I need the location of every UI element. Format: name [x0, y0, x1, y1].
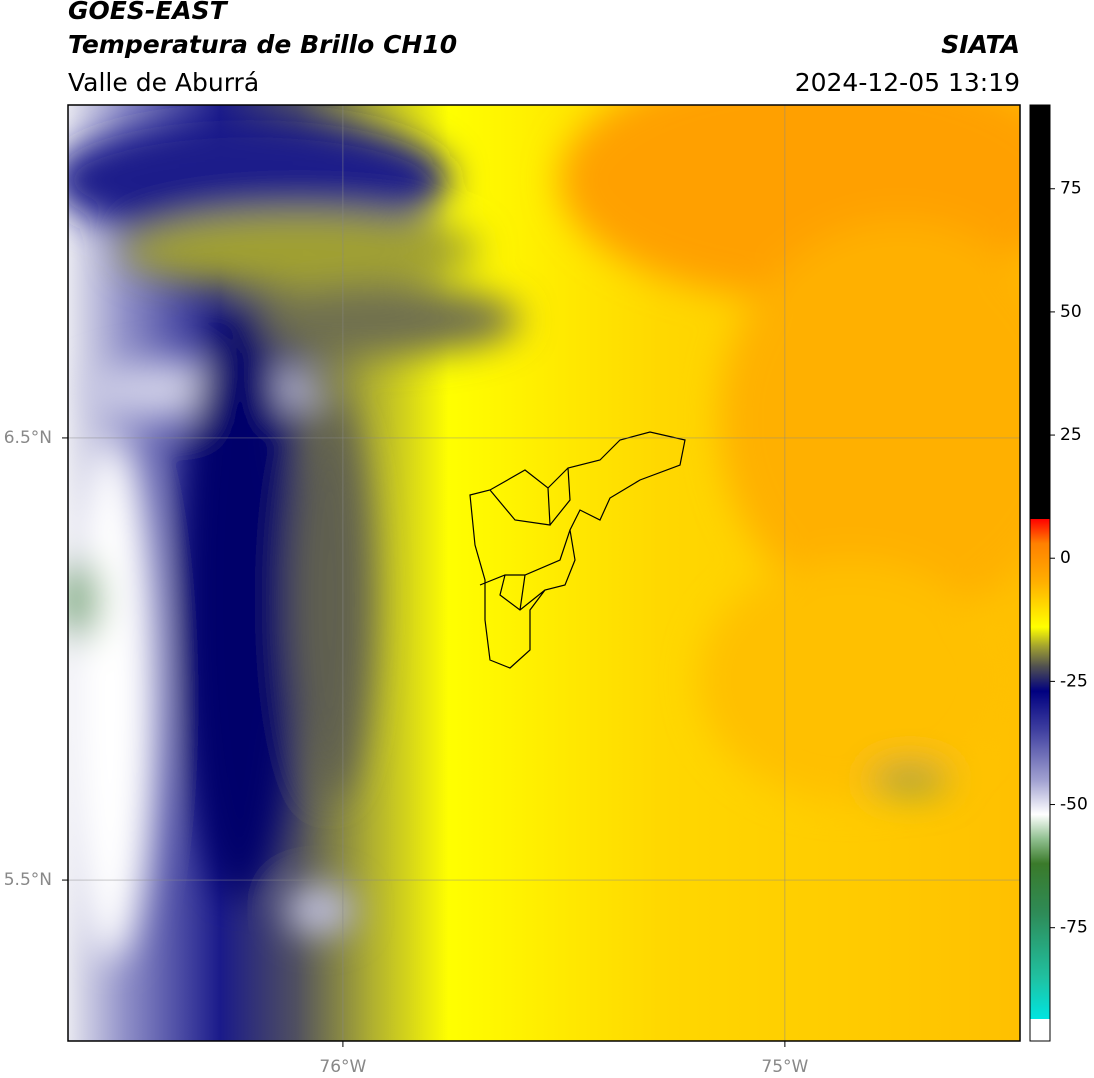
region: Valle de Aburrá — [68, 68, 259, 97]
title: GOES-EAST — [68, 0, 229, 25]
colorbar-tick-label: -50 — [1060, 795, 1088, 815]
y-tick-label: 5.5°N — [4, 870, 52, 890]
colorbar — [1029, 104, 1051, 1042]
colorbar-tick-label: 50 — [1060, 302, 1082, 322]
imagery — [68, 105, 1020, 1041]
colorbar-tick-label: 25 — [1060, 425, 1082, 445]
y-tick-label: 6.5°N — [4, 428, 52, 448]
boundary — [469, 431, 686, 669]
x-tick-label: 76°W — [319, 1057, 366, 1077]
colorbar-tick-label: 75 — [1060, 179, 1082, 199]
colorbar-tick-label: -75 — [1060, 918, 1088, 938]
source: SIATA — [941, 30, 1020, 59]
x-tick-label: 75°W — [761, 1057, 808, 1077]
timestamp: 2024-12-05 13:19 — [795, 68, 1020, 97]
colorbar-tick-label: 0 — [1060, 548, 1071, 568]
map-frame — [67, 104, 1021, 1042]
subtitle: Temperatura de Brillo CH10 — [68, 30, 457, 59]
colorbar-tick-label: -25 — [1060, 671, 1088, 691]
